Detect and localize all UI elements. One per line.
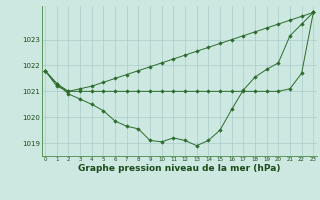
- X-axis label: Graphe pression niveau de la mer (hPa): Graphe pression niveau de la mer (hPa): [78, 164, 280, 173]
